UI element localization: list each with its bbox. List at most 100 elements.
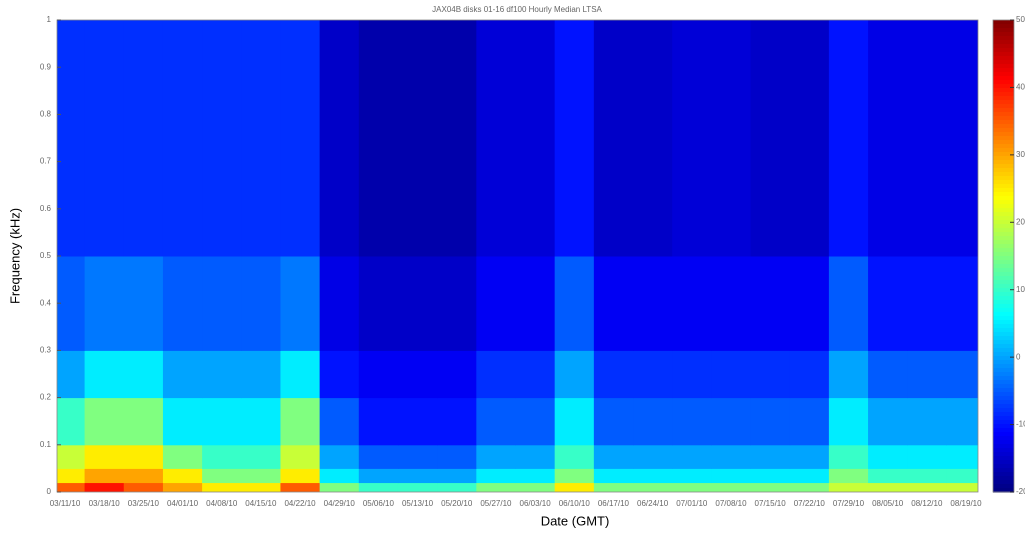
colorbar-swatch — [993, 88, 1014, 93]
heatmap-cell — [868, 256, 908, 351]
heatmap-cell — [476, 350, 516, 399]
heatmap-cell — [907, 397, 947, 446]
colorbar-swatch — [993, 92, 1014, 97]
heatmap-cell — [554, 397, 595, 446]
colorbar-swatch — [993, 308, 1014, 313]
heatmap-cell — [319, 256, 360, 351]
colorbar-swatch — [993, 228, 1014, 233]
x-axis-label: Date (GMT) — [541, 513, 610, 528]
colorbar-swatch — [993, 104, 1014, 109]
colorbar-swatch — [993, 64, 1014, 69]
colorbar-swatch — [993, 476, 1014, 481]
heatmap-cell — [397, 397, 438, 446]
heatmap-cell — [750, 397, 791, 446]
heatmap-cell — [868, 444, 908, 469]
colorbar-swatch — [993, 252, 1014, 257]
heatmap-cell — [672, 444, 712, 469]
colorbar-swatch — [993, 304, 1014, 309]
heatmap — [57, 20, 978, 492]
x-tick-label: 04/08/10 — [206, 499, 238, 508]
colorbar-swatch — [993, 232, 1014, 237]
heatmap-cell — [828, 444, 869, 469]
colorbar-swatch — [993, 136, 1014, 141]
colorbar-swatch — [993, 280, 1014, 285]
heatmap-cell — [868, 468, 908, 484]
colorbar-swatch — [993, 372, 1014, 377]
heatmap-cell — [672, 482, 712, 492]
colorbar-swatch — [993, 452, 1014, 457]
heatmap-cell — [202, 468, 242, 484]
heatmap-cell — [397, 256, 438, 351]
colorbar-swatch — [993, 40, 1014, 45]
heatmap-cell — [397, 444, 438, 469]
heatmap-cell — [750, 20, 791, 257]
colorbar-swatch — [993, 220, 1014, 225]
heatmap-cell — [358, 256, 399, 351]
heatmap-cell — [84, 350, 125, 399]
colorbar-swatch — [993, 56, 1014, 61]
heatmap-cell — [437, 397, 477, 446]
heatmap-cell — [84, 397, 125, 446]
heatmap-cell — [162, 482, 203, 492]
colorbar-swatch — [993, 424, 1014, 429]
heatmap-cell — [476, 482, 516, 492]
heatmap-cell — [907, 468, 947, 484]
heatmap-cell — [57, 256, 86, 351]
heatmap-cell — [828, 397, 869, 446]
colorbar-swatch — [993, 276, 1014, 281]
heatmap-cell — [202, 20, 242, 257]
heatmap-cell — [280, 397, 321, 446]
x-tick-label: 05/20/10 — [441, 499, 473, 508]
colorbar-tick-label: -10 — [1016, 420, 1025, 429]
heatmap-cell — [319, 20, 360, 257]
colorbar-swatch — [993, 360, 1014, 365]
colorbar-swatch — [993, 196, 1014, 201]
heatmap-cell — [789, 350, 830, 399]
heatmap-cell — [750, 256, 791, 351]
heatmap-cell — [123, 256, 164, 351]
colorbar-swatch — [993, 316, 1014, 321]
heatmap-cell — [946, 444, 978, 469]
colorbar-swatch — [993, 340, 1014, 345]
heatmap-cell — [476, 397, 516, 446]
colorbar-swatch — [993, 52, 1014, 57]
x-tick-label: 05/13/10 — [402, 499, 434, 508]
heatmap-cell — [280, 468, 321, 484]
colorbar-tick-label: 10 — [1016, 285, 1025, 294]
heatmap-cell — [123, 397, 164, 446]
colorbar-swatch — [993, 404, 1014, 409]
colorbar-swatch — [993, 240, 1014, 245]
y-tick-label: 0.7 — [40, 157, 52, 166]
heatmap-cell — [515, 444, 556, 469]
heatmap-cell — [437, 350, 477, 399]
heatmap-cell — [57, 20, 86, 257]
heatmap-cell — [123, 444, 164, 469]
heatmap-cell — [554, 482, 595, 492]
colorbar-swatch — [993, 456, 1014, 461]
colorbar-swatch — [993, 464, 1014, 469]
heatmap-cell — [554, 256, 595, 351]
colorbar-swatch — [993, 364, 1014, 369]
heatmap-cell — [828, 256, 869, 351]
colorbar-swatch — [993, 176, 1014, 181]
heatmap-cell — [84, 20, 125, 257]
heatmap-cell — [202, 482, 242, 492]
y-tick-label: 0.1 — [40, 440, 52, 449]
heatmap-cell — [750, 350, 791, 399]
colorbar-swatch — [993, 120, 1014, 125]
heatmap-cell — [711, 482, 752, 492]
heatmap-cell — [162, 350, 203, 399]
heatmap-cell — [593, 397, 634, 446]
heatmap-cell — [57, 397, 86, 446]
heatmap-cell — [358, 20, 399, 257]
colorbar-swatch — [993, 124, 1014, 129]
heatmap-cell — [750, 468, 791, 484]
x-tick-label: 08/19/10 — [950, 499, 982, 508]
colorbar-swatch — [993, 188, 1014, 193]
heatmap-cell — [593, 350, 634, 399]
y-tick-label: 0.2 — [40, 393, 52, 402]
heatmap-cell — [476, 256, 516, 351]
heatmap-cell — [162, 444, 203, 469]
heatmap-cell — [593, 20, 634, 257]
